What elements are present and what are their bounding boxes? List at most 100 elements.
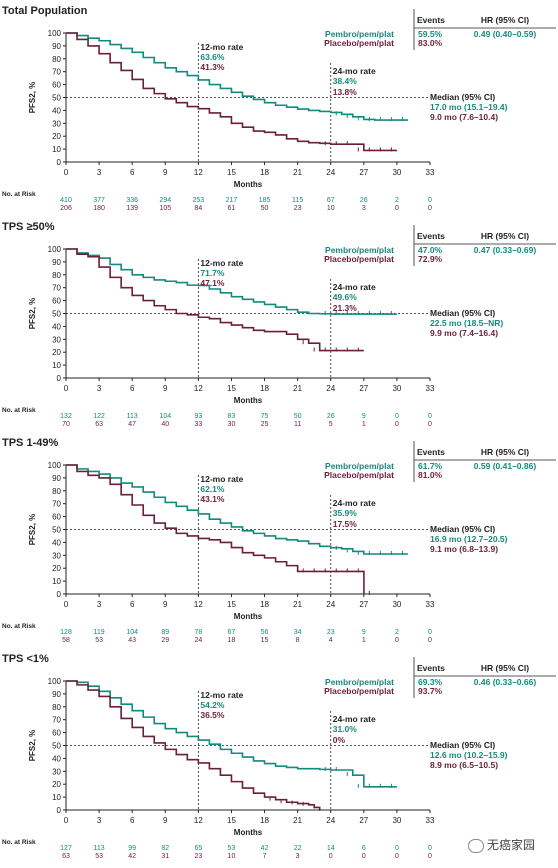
pembro-curve xyxy=(66,32,408,121)
risk-placebo: 4 xyxy=(329,637,333,644)
y-tick-label: 90 xyxy=(52,690,61,699)
risk-placebo: 0 xyxy=(428,421,432,428)
risk-placebo: 23 xyxy=(294,205,302,212)
x-tick-label: 18 xyxy=(260,168,269,177)
events-placebo: 81.0% xyxy=(418,470,443,480)
risk-placebo: 50 xyxy=(261,205,269,212)
risk-placebo: 0 xyxy=(362,853,366,860)
risk-placebo: 18 xyxy=(228,637,236,644)
risk-placebo: 3 xyxy=(296,853,300,860)
risk-placebo: 23 xyxy=(194,853,202,860)
rate24-placebo: 21.3% xyxy=(333,303,358,313)
median-placebo: 9.9 mo (7.4–16.4) xyxy=(430,328,498,338)
x-tick-label: 33 xyxy=(426,816,435,825)
events-pembro: 47.0% xyxy=(418,245,443,255)
x-tick-label: 18 xyxy=(260,600,269,609)
x-tick-label: 0 xyxy=(64,816,69,825)
x-tick-label: 15 xyxy=(227,384,236,393)
x-tick-label: 21 xyxy=(293,600,302,609)
risk-pembro: 0 xyxy=(428,197,432,204)
x-tick-label: 6 xyxy=(130,168,135,177)
risk-pembro: 0 xyxy=(428,413,432,420)
y-tick-label: 60 xyxy=(52,513,61,522)
risk-placebo: 31 xyxy=(161,853,169,860)
rate24-label: 24-mo rate xyxy=(333,498,376,508)
risk-placebo: 15 xyxy=(261,637,269,644)
risk-placebo: 8 xyxy=(296,637,300,644)
risk-placebo: 3 xyxy=(362,205,366,212)
x-tick-label: 18 xyxy=(260,384,269,393)
x-tick-label: 24 xyxy=(326,168,335,177)
watermark-text: 无癌家园 xyxy=(487,838,536,852)
median-header: Median (95% CI) xyxy=(430,524,495,534)
x-tick-label: 0 xyxy=(64,384,69,393)
y-tick-label: 0 xyxy=(57,158,62,167)
risk-label: No. at Risk xyxy=(2,623,36,630)
median-header: Median (95% CI) xyxy=(430,308,495,318)
x-tick-label: 27 xyxy=(359,384,368,393)
x-tick-label: 6 xyxy=(130,384,135,393)
rate24-label: 24-mo rate xyxy=(333,714,376,724)
y-tick-label: 90 xyxy=(52,474,61,483)
risk-pembro: 56 xyxy=(261,629,269,636)
rate12-label: 12-mo rate xyxy=(200,42,243,52)
y-axis-label: PFS2, % xyxy=(28,82,37,114)
y-tick-label: 70 xyxy=(52,500,61,509)
x-tick-label: 30 xyxy=(392,384,401,393)
rate24-pembro: 38.4% xyxy=(333,76,358,86)
risk-placebo: 0 xyxy=(428,853,432,860)
risk-placebo: 5 xyxy=(329,421,333,428)
risk-pembro: 2 xyxy=(395,629,399,636)
y-tick-label: 10 xyxy=(52,793,61,802)
y-tick-label: 100 xyxy=(48,29,62,38)
risk-placebo: 7 xyxy=(263,853,267,860)
y-tick-label: 40 xyxy=(52,754,61,763)
pembro-curve xyxy=(66,464,408,555)
rate24-placebo: 0% xyxy=(333,735,346,745)
risk-pembro: 0 xyxy=(395,845,399,852)
x-tick-label: 24 xyxy=(326,600,335,609)
events-header: Events xyxy=(417,447,445,457)
risk-pembro: 34 xyxy=(294,629,302,636)
x-tick-label: 27 xyxy=(359,600,368,609)
y-tick-label: 10 xyxy=(52,145,61,154)
risk-placebo: 180 xyxy=(93,205,105,212)
legend-placebo: Placebo/pem/plat xyxy=(324,254,394,264)
x-tick-label: 9 xyxy=(163,168,168,177)
events-header: Events xyxy=(417,15,445,25)
risk-placebo: 0 xyxy=(395,421,399,428)
median-pembro: 12.6 mo (10.2–15.9) xyxy=(430,750,508,760)
rate12-label: 12-mo rate xyxy=(200,258,243,268)
risk-placebo: 40 xyxy=(161,421,169,428)
panel-title: TPS 1-49% xyxy=(2,437,58,449)
x-tick-label: 15 xyxy=(227,816,236,825)
events-pembro: 61.7% xyxy=(418,461,443,471)
events-header: Events xyxy=(417,663,445,673)
risk-pembro: 67 xyxy=(327,197,335,204)
risk-pembro: 14 xyxy=(327,845,335,852)
risk-placebo: 47 xyxy=(128,421,136,428)
risk-pembro: 0 xyxy=(428,845,432,852)
rate12-placebo: 41.3% xyxy=(200,62,225,72)
x-tick-label: 21 xyxy=(293,384,302,393)
x-tick-label: 33 xyxy=(426,168,435,177)
rate24-label: 24-mo rate xyxy=(333,282,376,292)
placebo-curve xyxy=(66,680,321,810)
y-axis-label: PFS2, % xyxy=(28,730,37,762)
legend-pembro: Pembro/pem/plat xyxy=(325,677,394,687)
risk-placebo: 33 xyxy=(194,421,202,428)
y-tick-label: 80 xyxy=(52,271,61,280)
x-tick-label: 9 xyxy=(163,384,168,393)
events-placebo: 93.7% xyxy=(418,686,443,696)
risk-placebo: 29 xyxy=(161,637,169,644)
risk-placebo: 30 xyxy=(228,421,236,428)
median-pembro: 17.0 mo (15.1–19.4) xyxy=(430,102,508,112)
risk-placebo: 63 xyxy=(62,853,70,860)
rate24-placebo: 13.8% xyxy=(333,87,358,97)
panel-title: TPS ≥50% xyxy=(2,221,55,233)
legend-pembro: Pembro/pem/plat xyxy=(325,29,394,39)
y-tick-label: 100 xyxy=(48,461,62,470)
risk-placebo: 11 xyxy=(294,421,301,428)
rate12-label: 12-mo rate xyxy=(200,474,243,484)
risk-placebo: 10 xyxy=(327,205,335,212)
